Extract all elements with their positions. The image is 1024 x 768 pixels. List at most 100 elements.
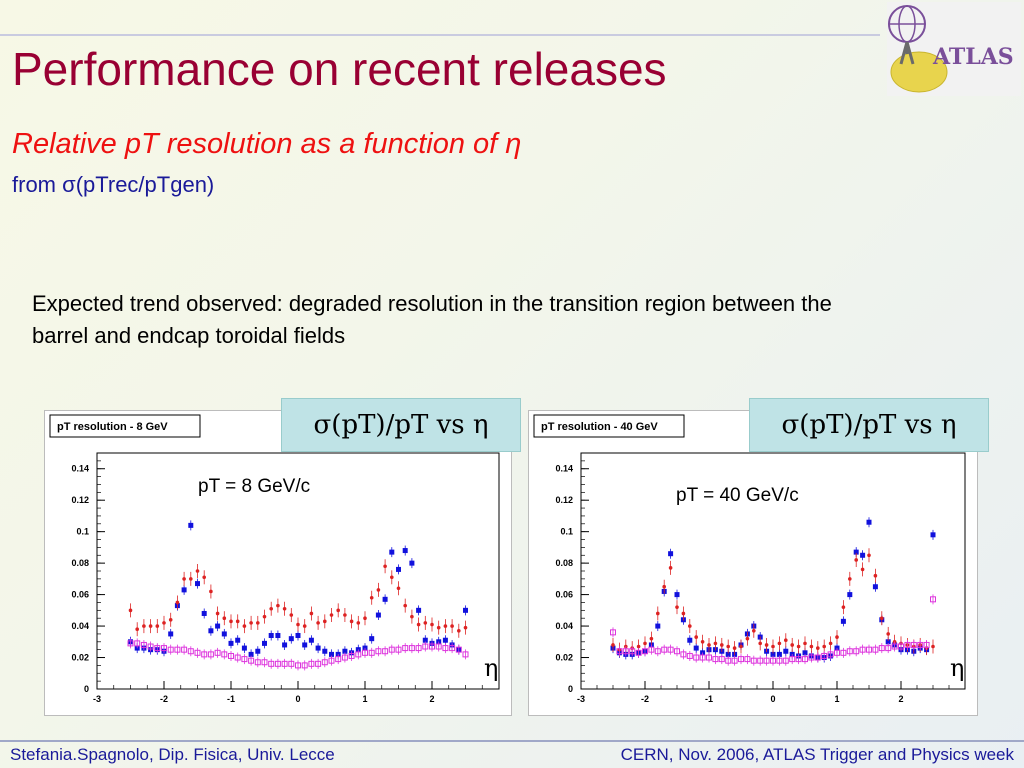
x-tick-label: 2: [429, 694, 434, 704]
data-point: [135, 627, 139, 632]
data-point: [356, 621, 361, 625]
data-point: [668, 566, 673, 570]
data-point: [329, 651, 334, 657]
data-point: [403, 603, 408, 608]
data-point: [681, 611, 686, 616]
data-point: [699, 654, 706, 661]
data-point: [161, 645, 167, 652]
data-point: [167, 646, 174, 653]
y-tick-label: 0.1: [560, 527, 573, 537]
data-point: [885, 645, 892, 652]
data-point: [395, 646, 402, 653]
data-point: [873, 573, 878, 578]
data-point: [789, 656, 796, 663]
data-point: [846, 648, 853, 655]
data-point: [436, 625, 441, 630]
data-point: [268, 660, 275, 667]
series-magenta: [610, 594, 936, 666]
data-point: [809, 644, 814, 649]
data-point: [750, 657, 757, 664]
data-point: [435, 643, 442, 650]
data-point: [408, 645, 415, 652]
data-point: [168, 617, 173, 622]
x-tick-label: 1: [834, 694, 839, 704]
data-point: [776, 657, 783, 664]
data-point: [442, 637, 448, 643]
data-point: [430, 622, 434, 627]
data-point: [249, 621, 253, 625]
data-point: [777, 641, 782, 646]
data-point: [462, 651, 469, 658]
data-point: [341, 654, 348, 661]
data-point: [700, 640, 705, 644]
data-point: [840, 649, 847, 656]
data-point: [732, 646, 737, 650]
data-point: [930, 596, 936, 603]
data-point: [316, 621, 320, 625]
y-tick-label: 0: [568, 684, 573, 694]
data-point: [416, 622, 421, 627]
data-point: [616, 648, 623, 655]
body-text: Expected trend observed: degraded resolu…: [32, 291, 832, 348]
data-point: [235, 637, 241, 643]
data-point: [796, 644, 801, 649]
badge-right: σ(pT)/pT vs η: [749, 398, 989, 452]
data-point: [142, 624, 146, 628]
data-point: [611, 643, 615, 647]
series-magenta: [127, 638, 469, 671]
data-point: [891, 643, 898, 650]
y-tick-label: 0.06: [555, 590, 573, 600]
data-point: [880, 616, 884, 620]
data-point: [757, 657, 764, 664]
data-point: [860, 567, 865, 572]
data-point: [201, 610, 207, 616]
data-point: [335, 656, 342, 663]
x-tick-label: 0: [295, 694, 300, 704]
data-point: [390, 575, 394, 580]
y-tick-label: 0.06: [71, 590, 89, 600]
data-point: [763, 657, 770, 664]
data-point: [248, 657, 255, 664]
data-point: [127, 640, 134, 647]
data-point: [720, 643, 724, 647]
data-point: [783, 648, 789, 654]
annotation-40gev: pT = 40 GeV/c: [676, 485, 799, 506]
data-point: [841, 605, 846, 609]
data-point: [289, 613, 294, 617]
x-tick-label: 2: [898, 694, 903, 704]
series-blue: [128, 520, 468, 660]
data-point: [315, 660, 322, 667]
data-point: [235, 619, 240, 624]
chart-title-box: [49, 414, 201, 438]
data-point: [828, 641, 833, 646]
data-point: [635, 649, 642, 656]
data-point: [155, 624, 160, 628]
data-point: [241, 645, 247, 651]
data-point: [369, 595, 374, 600]
data-point: [228, 652, 234, 659]
y-tick-label: 0.12: [555, 495, 573, 505]
data-point: [662, 584, 666, 589]
page-subtitle-formula: from σ(pTrec/pTgen): [12, 172, 215, 197]
y-tick-label: 0.04: [71, 621, 89, 631]
data-point: [835, 635, 839, 639]
data-point: [443, 624, 448, 628]
header-divider: [0, 34, 880, 36]
data-point: [182, 577, 186, 581]
y-tick-label: 0.14: [71, 464, 89, 474]
data-point: [308, 660, 315, 667]
data-point: [234, 654, 241, 661]
data-point: [827, 651, 834, 658]
data-point: [221, 651, 228, 658]
data-point: [174, 646, 181, 653]
data-point: [189, 577, 193, 581]
x-tick-label: -2: [641, 694, 649, 704]
data-point: [268, 633, 274, 639]
data-point: [214, 649, 221, 656]
chart-8gev: pT resolution - 8 GeV 0 0.02 0.04 0.06 0.08 0.…: [49, 414, 500, 704]
data-point: [375, 612, 381, 618]
data-point: [355, 651, 362, 658]
data-point: [878, 645, 885, 652]
data-point: [328, 657, 335, 664]
data-point: [309, 611, 314, 616]
